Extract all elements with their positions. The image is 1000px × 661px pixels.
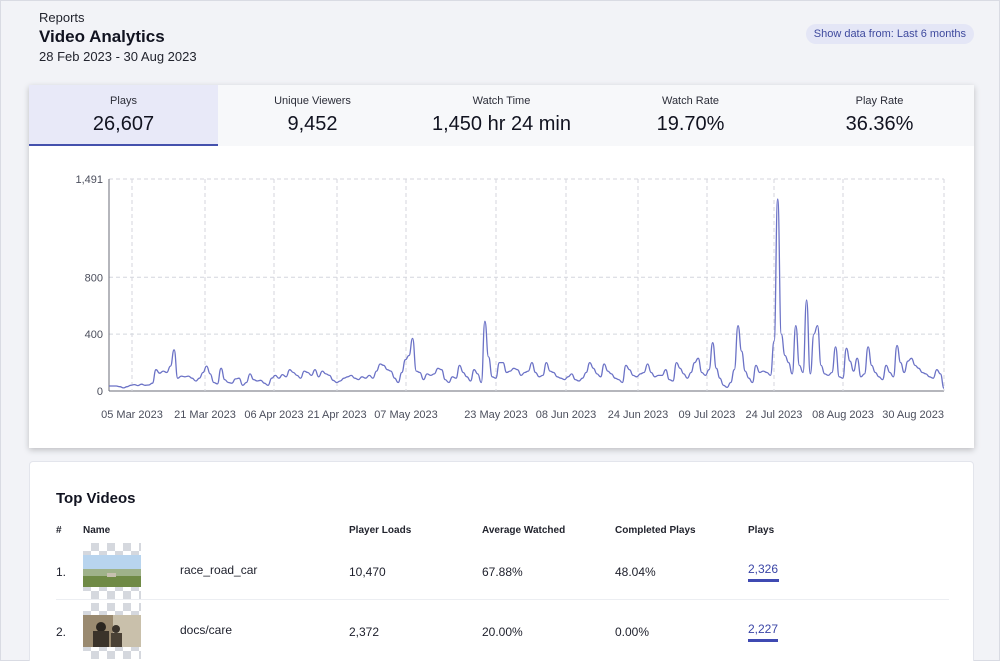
tab-unique-viewers[interactable]: Unique Viewers 9,452 [218, 85, 407, 146]
tab-plays[interactable]: Plays 26,607 [29, 85, 218, 146]
average-watched-value: 67.88% [482, 565, 523, 579]
x-tick-label: 24 Jun 2023 [608, 409, 669, 421]
video-thumbnail[interactable] [83, 543, 141, 599]
metric-label: Plays [110, 95, 137, 107]
x-tick-label: 08 Jun 2023 [536, 409, 597, 421]
metric-label: Unique Viewers [274, 95, 351, 107]
chart-grid [108, 178, 945, 392]
y-tick-label: 1,491 [75, 174, 103, 186]
x-tick-label: 06 Apr 2023 [244, 409, 303, 421]
page-header: Reports Video Analytics 28 Feb 2023 - 30… [39, 10, 197, 64]
completed-plays-value: 0.00% [615, 625, 650, 639]
average-watched-value: 20.00% [482, 625, 523, 639]
table-row[interactable]: 1. race_road_car 10,470 67.88% 48.04% 2,… [56, 541, 949, 600]
y-tick-label: 400 [85, 329, 103, 341]
tab-watch-time[interactable]: Watch Time 1,450 hr 24 min [407, 85, 596, 146]
tab-watch-rate[interactable]: Watch Rate 19.70% [596, 85, 785, 146]
player-loads-value: 10,470 [349, 565, 386, 579]
metric-value: 26,607 [92, 113, 155, 135]
landscape-thumbnail-image [83, 555, 141, 587]
table-row[interactable]: 2. docs/care 2,372 20.00% 0.00% 2,227 [56, 601, 949, 660]
col-header-name[interactable]: Name [83, 525, 111, 536]
date-range-button[interactable]: Show data from: Last 6 months [805, 24, 974, 44]
metric-value: 1,450 hr 24 min [432, 113, 571, 135]
people-thumbnail-image [83, 615, 141, 647]
y-axis-labels: 1,491 800 400 0 [75, 174, 103, 398]
completed-plays-value: 48.04% [615, 565, 656, 579]
video-name[interactable]: docs/care [180, 623, 233, 637]
player-loads-value: 2,372 [349, 625, 380, 639]
metric-value: 19.70% [656, 113, 725, 135]
x-tick-label: 21 Mar 2023 [174, 409, 236, 421]
y-tick-label: 0 [97, 386, 103, 398]
plays-share-bar [748, 639, 778, 642]
y-tick-label: 800 [85, 272, 103, 284]
breadcrumb[interactable]: Reports [39, 10, 85, 25]
tab-play-rate[interactable]: Play Rate 36.36% [785, 85, 974, 146]
page-title: Video Analytics [39, 27, 165, 46]
x-tick-label: 08 Aug 2023 [812, 409, 874, 421]
metric-value: 9,452 [287, 113, 338, 135]
col-header-plays[interactable]: Plays [748, 525, 775, 536]
x-tick-label: 09 Jul 2023 [679, 409, 736, 421]
plays-value: 2,227 [748, 622, 779, 636]
date-range: 28 Feb 2023 - 30 Aug 2023 [39, 49, 197, 64]
metric-tabs: Plays 26,607 Unique Viewers 9,452 Watch … [29, 85, 974, 146]
plays-series-line [109, 198, 945, 389]
plays-value: 2,326 [748, 562, 779, 576]
metric-label: Play Rate [855, 95, 904, 107]
video-thumbnail[interactable] [83, 603, 141, 659]
x-tick-label: 23 May 2023 [464, 409, 528, 421]
col-header-completed-plays[interactable]: Completed Plays [615, 525, 696, 536]
row-rank: 1. [56, 565, 67, 579]
x-tick-label: 21 Apr 2023 [307, 409, 366, 421]
metric-value: 36.36% [845, 113, 914, 135]
row-rank: 2. [56, 625, 67, 639]
x-axis-labels: 05 Mar 2023 21 Mar 2023 06 Apr 2023 21 Apr … [101, 409, 944, 421]
col-header-average-watched[interactable]: Average Watched [482, 525, 566, 536]
metric-label: Watch Rate [661, 95, 720, 107]
top-videos-title: Top Videos [56, 490, 136, 507]
metric-label: Watch Time [472, 95, 531, 107]
col-header-rank: # [56, 525, 62, 536]
plays-share-bar [748, 579, 779, 582]
x-tick-label: 07 May 2023 [374, 409, 438, 421]
x-tick-label: 24 Jul 2023 [746, 409, 803, 421]
x-tick-label: 30 Aug 2023 [882, 409, 944, 421]
x-tick-label: 05 Mar 2023 [101, 409, 163, 421]
top-videos-card: Top Videos # Name Player Loads Average W… [29, 461, 974, 661]
col-header-player-loads[interactable]: Player Loads [349, 525, 412, 536]
plays-line-chart[interactable]: 1,491 800 400 0 05 Mar 2023 21 Mar 2023 06 Ap… [29, 146, 974, 446]
video-name[interactable]: race_road_car [180, 563, 258, 577]
analytics-card: Plays 26,607 Unique Viewers 9,452 Watch … [29, 85, 974, 448]
